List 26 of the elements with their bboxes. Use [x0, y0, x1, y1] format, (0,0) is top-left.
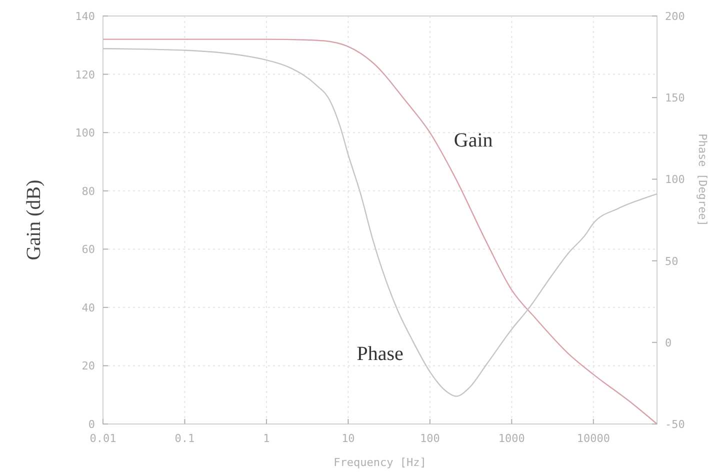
x-tick-label: 10	[342, 432, 355, 445]
y-tick-label: 40	[82, 301, 95, 314]
y2-tick-label: 100	[665, 173, 685, 186]
series-label: Gain	[454, 130, 493, 152]
y-tick-label: 80	[82, 184, 95, 198]
x-tick-label: 1	[263, 432, 270, 445]
x-tick-label: 10000	[576, 432, 610, 445]
y2-tick-label: 0	[665, 336, 672, 350]
y-tick-label: 100	[75, 126, 95, 140]
y-axis-title: Gain (dB)	[23, 180, 45, 260]
y-tick-label: 140	[75, 10, 95, 23]
y2-tick-label: -50	[665, 418, 685, 431]
y2-tick-label: 150	[665, 92, 685, 105]
y-tick-label: 20	[82, 360, 95, 373]
x-tick-label: 0.01	[90, 432, 116, 445]
y-tick-label: 60	[82, 243, 95, 256]
x-tick-label: 100	[420, 432, 440, 445]
x-axis-title: Frequency [Hz]	[334, 456, 426, 469]
y-tick-label: 120	[75, 68, 95, 82]
x-tick-label: 1000	[498, 432, 525, 445]
y-tick-label: 0	[88, 418, 95, 431]
y2-axis-title: Phase [Degree]	[696, 134, 709, 226]
y2-tick-label: 200	[665, 10, 685, 23]
x-tick-label: 0.1	[174, 432, 195, 445]
y2-tick-label: 50	[665, 254, 678, 268]
series-label: Phase	[356, 342, 404, 365]
